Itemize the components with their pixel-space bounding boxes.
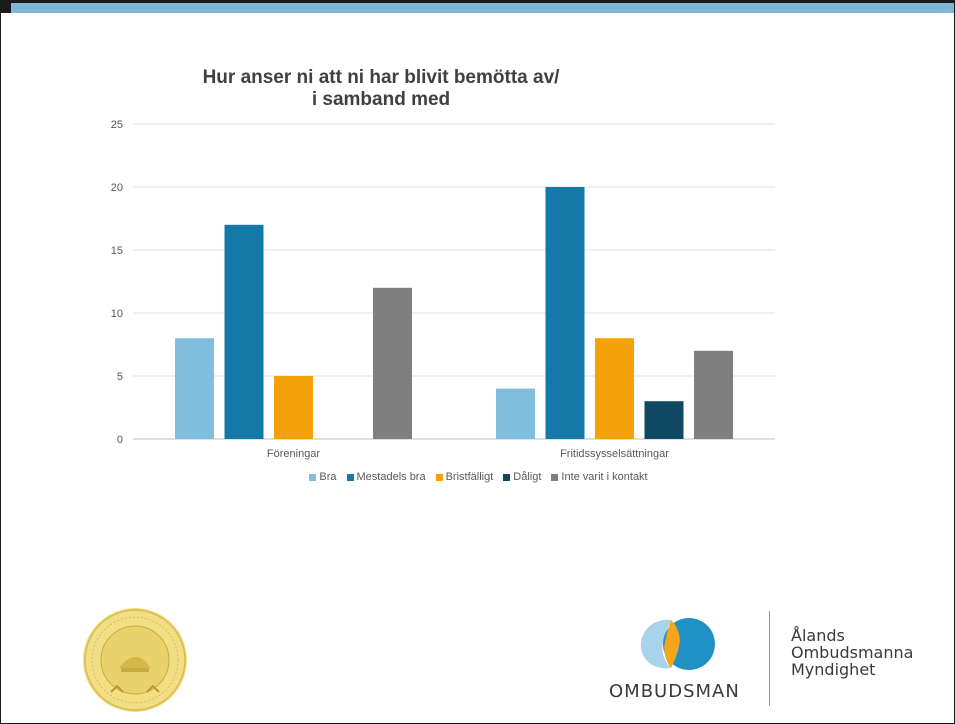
legend-label: Dåligt [513, 471, 542, 483]
bar [595, 338, 634, 439]
ombudsman-wordmark: OMBUDSMAN [609, 681, 740, 702]
legend-swatch [435, 473, 443, 481]
bar [545, 187, 585, 439]
legend-item: Bra [309, 471, 337, 483]
logo-divider [769, 611, 770, 706]
bar [274, 376, 313, 439]
chart-title: Hur anser ni att ni har blivit bemötta a… [131, 67, 631, 111]
ombudsman-logo-icon [640, 618, 715, 670]
legend-item: Dåligt [503, 471, 541, 483]
y-tick-label: 20 [111, 182, 123, 194]
chart-legend: Bra Mestadels bra Bristfälligt Dåligt Inte v… [1, 471, 954, 483]
bar [496, 388, 535, 439]
bar [175, 338, 214, 439]
legend-label: Inte varit i kontakt [561, 471, 648, 483]
bar [224, 224, 264, 439]
y-tick-label: 25 [111, 119, 123, 131]
legend-label: Mestadels bra [356, 471, 426, 483]
top-accent-band [1, 1, 954, 13]
gold-seal-icon [83, 608, 187, 712]
organization-name-line-2: Ombudsmanna [791, 643, 914, 662]
x-tick-label: Föreningar [267, 448, 321, 460]
legend-label: Bra [319, 471, 337, 483]
legend-swatch [346, 473, 354, 481]
legend-swatch [551, 473, 559, 481]
y-tick-label: 10 [111, 308, 123, 320]
chart-title-line-2: i samband med [311, 89, 451, 110]
y-tick-label: 5 [117, 371, 123, 383]
bar [373, 287, 412, 439]
y-tick-label: 15 [111, 245, 123, 257]
legend-item: Inte varit i kontakt [551, 471, 648, 483]
chart-title-line-1: Hur anser ni att ni har blivit bemötta a… [202, 67, 560, 88]
legend-item: Mestadels bra [346, 471, 426, 483]
x-tick-label: Fritidssysselsättningar [560, 448, 669, 460]
organization-name-line-3: Myndighet [791, 660, 876, 679]
legend-swatch [309, 473, 317, 481]
legend-item: Bristfälligt [435, 471, 494, 483]
organization-name-line-1: Ålands [791, 626, 845, 645]
bar-chart: 0 5 10 15 20 25 Föreningar Fritidssysselsättnin… [111, 119, 775, 460]
legend-swatch [503, 473, 511, 481]
legend-label: Bristfälligt [445, 471, 494, 483]
bar [644, 401, 684, 439]
y-tick-label: 0 [117, 434, 123, 446]
bar [694, 350, 733, 439]
organization-name: Ålands Ombudsmanna Myndighet [791, 627, 913, 678]
